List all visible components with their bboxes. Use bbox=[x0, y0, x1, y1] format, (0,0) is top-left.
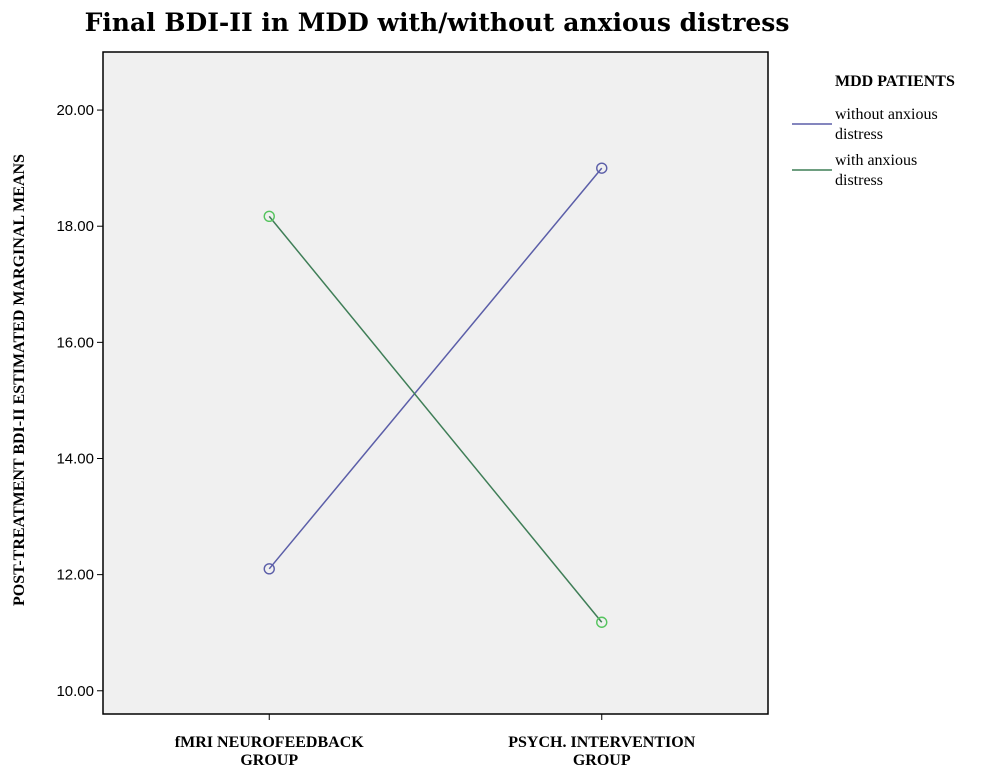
legend-title: MDD PATIENTS bbox=[835, 73, 955, 90]
y-tick-label: 16.00 bbox=[56, 334, 94, 351]
y-tick-label: 14.00 bbox=[56, 450, 94, 467]
data-point bbox=[263, 210, 275, 223]
legend-label: without anxious distress bbox=[835, 106, 938, 143]
series-lines bbox=[268, 167, 603, 623]
legend-label: with anxious distress bbox=[835, 152, 917, 189]
legend: MDD PATIENTS without anxious distresswith… bbox=[792, 73, 955, 189]
y-axis-label: POST-TREATMENT BDI-II ESTIMATED MARGINAL… bbox=[11, 154, 28, 606]
x-axis: fMRI NEUROFEEDBACK GROUP PSYCH. INTERVENTI… bbox=[175, 714, 696, 769]
y-tick-label: 10.00 bbox=[56, 683, 94, 700]
x-tick-label: fMRI NEUROFEEDBACK GROUP bbox=[175, 734, 364, 769]
series-line-1 bbox=[268, 215, 603, 623]
series-markers bbox=[263, 162, 608, 628]
y-tick-label: 20.00 bbox=[56, 102, 94, 119]
data-point bbox=[596, 616, 608, 628]
data-point bbox=[596, 162, 608, 174]
x-tick-label: PSYCH. INTERVENTION GROUP bbox=[508, 734, 695, 769]
chart-title: Final BDI-II in MDD with/without anxious… bbox=[85, 8, 790, 37]
y-axis: 10.00 12.00 14.00 16.00 18.00 20.00 bbox=[56, 102, 103, 700]
data-point bbox=[263, 563, 275, 575]
y-tick-label: 18.00 bbox=[56, 218, 94, 235]
legend-items: without anxious distress with anxious distr… bbox=[792, 106, 938, 189]
plot-area bbox=[102, 51, 769, 715]
y-tick-label: 12.00 bbox=[56, 567, 94, 584]
series-line-0 bbox=[268, 167, 603, 570]
